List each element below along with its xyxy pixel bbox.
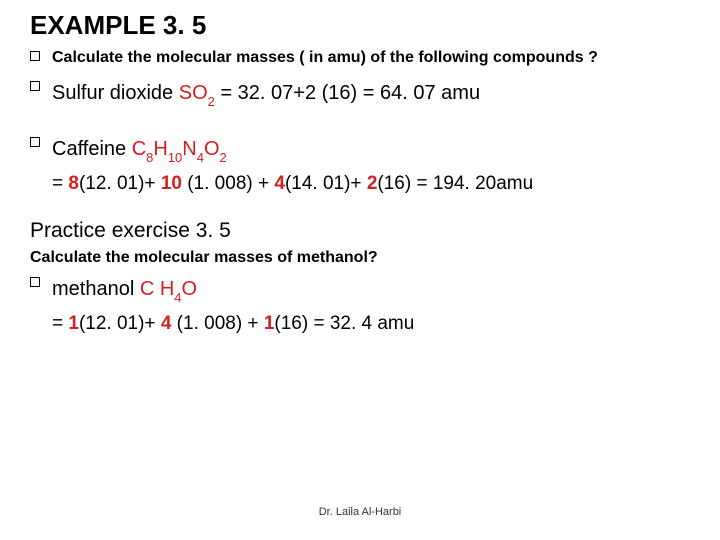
methanol-line: methanol C H4O bbox=[52, 273, 690, 307]
v2: (1. 008) + bbox=[182, 173, 274, 194]
question-text: Calculate the molecular masses ( in amu)… bbox=[52, 47, 690, 69]
caffeine-s3: 4 bbox=[197, 150, 204, 165]
sulfur-bullet: Sulfur dioxide SO2 = 32. 07+2 (16) = 64.… bbox=[30, 77, 690, 111]
caffeine-f1: C bbox=[132, 138, 146, 160]
n1: 8 bbox=[68, 173, 79, 194]
methanol-f1: C H bbox=[140, 278, 174, 300]
caffeine-calc: = 8(12. 01)+ 10 (1. 008) + 4(14. 01)+ 2(… bbox=[30, 169, 690, 199]
caffeine-s2: 10 bbox=[168, 150, 182, 165]
checkbox-icon bbox=[30, 137, 40, 147]
practice-question: Calculate the molecular masses of methan… bbox=[30, 249, 690, 267]
sulfur-line: Sulfur dioxide SO2 = 32. 07+2 (16) = 64.… bbox=[52, 77, 690, 111]
slide: EXAMPLE 3. 5 Calculate the molecular mas… bbox=[0, 0, 720, 540]
n3: 1 bbox=[264, 313, 275, 334]
caffeine-s1: 8 bbox=[146, 150, 153, 165]
v3: (14. 01)+ bbox=[285, 173, 367, 194]
sulfur-calc: = 32. 07+2 (16) = 64. 07 amu bbox=[215, 82, 480, 104]
sulfur-formula-pre: SO bbox=[179, 82, 208, 104]
sulfur-formula-sub: 2 bbox=[208, 94, 215, 109]
practice-title: Practice exercise 3. 5 bbox=[30, 219, 690, 243]
n3: 4 bbox=[274, 173, 285, 194]
caffeine-f4: O bbox=[204, 138, 220, 160]
caffeine-lead: Caffeine bbox=[52, 138, 132, 160]
caffeine-bullet: Caffeine C8H10N4O2 bbox=[30, 133, 690, 167]
methanol-lead: methanol bbox=[52, 278, 140, 300]
methanol-s1: 4 bbox=[174, 290, 181, 305]
footer-author: Dr. Laila Al-Harbi bbox=[0, 506, 720, 518]
sulfur-lead: Sulfur dioxide bbox=[52, 82, 179, 104]
methanol-bullet: methanol C H4O bbox=[30, 273, 690, 307]
caffeine-s4: 2 bbox=[220, 150, 227, 165]
question-bullet: Calculate the molecular masses ( in amu)… bbox=[30, 47, 690, 69]
v1: (12. 01)+ bbox=[79, 313, 161, 334]
n4: 2 bbox=[367, 173, 378, 194]
example-title: EXAMPLE 3. 5 bbox=[30, 10, 690, 41]
caffeine-f2: H bbox=[153, 138, 167, 160]
caffeine-line: Caffeine C8H10N4O2 bbox=[52, 133, 690, 167]
caffeine-f3: N bbox=[182, 138, 196, 160]
checkbox-icon bbox=[30, 277, 40, 287]
methanol-f2: O bbox=[182, 278, 198, 300]
n2: 10 bbox=[161, 173, 182, 194]
n2: 4 bbox=[161, 313, 172, 334]
v1: (12. 01)+ bbox=[79, 173, 161, 194]
checkbox-icon bbox=[30, 81, 40, 91]
methanol-calc: = 1(12. 01)+ 4 (1. 008) + 1(16) = 32. 4 … bbox=[30, 309, 690, 339]
n1: 1 bbox=[68, 313, 79, 334]
v2: (1. 008) + bbox=[171, 313, 263, 334]
checkbox-icon bbox=[30, 51, 40, 61]
v3: (16) = 32. 4 amu bbox=[274, 313, 414, 334]
eq: = bbox=[52, 173, 68, 194]
eq: = bbox=[52, 313, 68, 334]
v4: (16) = 194. 20amu bbox=[377, 173, 533, 194]
